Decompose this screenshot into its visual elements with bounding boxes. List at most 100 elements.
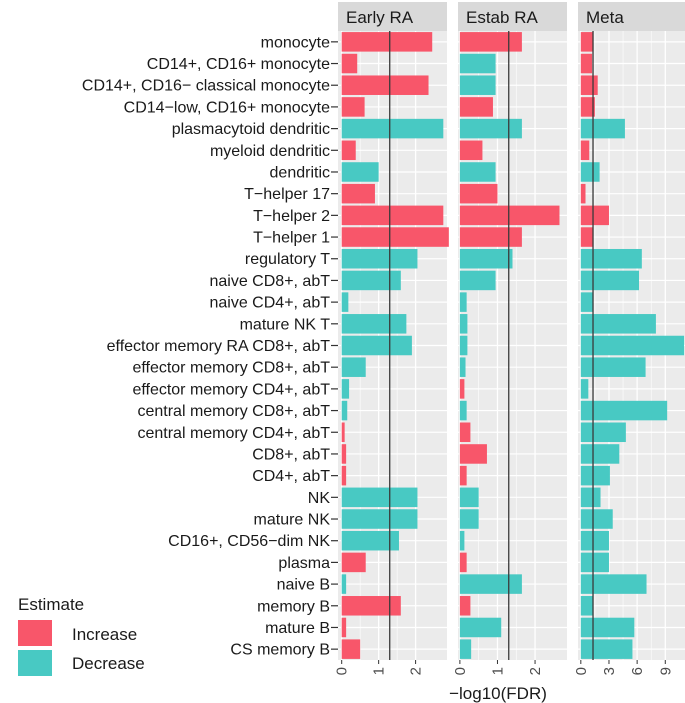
x-tick-label: 0	[334, 667, 351, 675]
legend-label-decrease: Decrease	[72, 654, 145, 673]
bar-early-ra-t-helper-2	[341, 205, 444, 226]
bar-estab-ra-monocyte	[459, 32, 522, 52]
bar-meta-cd14-cd16-monocyte	[580, 53, 593, 74]
bar-early-ra-memory-b	[341, 596, 401, 616]
bar-meta-monocyte	[580, 32, 594, 52]
bar-meta-nk	[580, 487, 601, 508]
y-tick-label: CS memory B	[230, 642, 330, 659]
y-tick-label: mature NK	[254, 512, 331, 529]
y-tick-label: NK	[308, 490, 331, 507]
bar-meta-t-helper-1	[580, 227, 594, 247]
bar-early-ra-dendritic	[341, 162, 379, 182]
bar-estab-ra-myeloid-dendritic	[459, 140, 483, 161]
y-tick-label: naive CD8+, abT	[209, 273, 330, 290]
y-tick-label: CD14−low, CD16+ monocyte	[124, 99, 330, 116]
x-tick-label: 1	[371, 667, 388, 675]
bar-estab-ra-mature-nk	[459, 509, 479, 529]
bar-estab-ra-regulatory-t	[459, 248, 513, 269]
bar-meta-central-memory-cd4-abt	[580, 422, 626, 443]
y-tick-label: plasmacytoid dendritic	[172, 121, 330, 138]
panel-strip	[578, 2, 685, 31]
bar-early-ra-cd14-cd16-monocyte	[341, 53, 358, 74]
bar-meta-memory-b	[580, 596, 594, 616]
panels-layer: Early RA 0 1 2 Estab RA 0 1 2 Meta 0 3 6 9	[334, 2, 685, 675]
bar-early-ra-mature-nk	[341, 509, 418, 529]
bar-estab-ra-naive-b	[459, 574, 522, 594]
bar-meta-effector-memory-ra-cd8-abt	[580, 335, 685, 356]
y-tick-label: central memory CD4+, abT	[137, 425, 330, 442]
bar-estab-ra-plasma	[459, 552, 467, 573]
bar-estab-ra-naive-cd4-abt	[459, 292, 467, 312]
bar-estab-ra-cd8-abt	[459, 444, 487, 464]
bar-early-ra-mature-nk-t	[341, 314, 407, 334]
y-tick-label: central memory CD8+, abT	[137, 403, 330, 420]
bar-meta-effector-memory-cd8-abt	[580, 357, 646, 377]
y-tick-label: naive B	[277, 577, 330, 594]
y-axis-labels: monocyte CD14+, CD16+ monocyte CD14+, CD16…	[82, 34, 338, 659]
bar-estab-ra-central-memory-cd8-abt	[459, 400, 467, 421]
x-tick-label: 0	[452, 667, 469, 675]
bar-meta-cd16-cd56-dim-nk	[580, 530, 609, 551]
bar-estab-ra-central-memory-cd4-abt	[459, 422, 471, 443]
bar-meta-effector-memory-cd4-abt	[580, 379, 589, 399]
bar-early-ra-monocyte	[341, 32, 433, 52]
y-tick-label: T−helper 2	[253, 208, 330, 225]
bar-estab-ra-t-helper-1	[459, 227, 522, 247]
bar-estab-ra-t-helper-17	[459, 183, 498, 204]
bar-meta-plasma	[580, 552, 609, 573]
bar-estab-ra-nk	[459, 487, 479, 508]
bar-early-ra-cd8-abt	[341, 444, 347, 464]
y-tick-label: effector memory CD8+, abT	[132, 360, 330, 377]
bar-estab-ra-effector-memory-cd4-abt	[459, 379, 465, 399]
bar-early-ra-cd14-cd16-classical-monocyte	[341, 75, 429, 95]
bar-estab-ra-cd16-cd56-dim-nk	[459, 530, 465, 551]
bar-estab-ra-naive-cd8-abt	[459, 270, 496, 291]
bar-meta-mature-nk-t	[580, 314, 656, 334]
bar-early-ra-plasma	[341, 552, 366, 573]
panel-strip	[458, 2, 567, 31]
bar-meta-plasmacytoid-dendritic	[580, 118, 625, 139]
bar-early-ra-naive-cd4-abt	[341, 292, 349, 312]
y-tick-label: naive CD4+, abT	[209, 295, 330, 312]
y-tick-label: CD14+, CD16+ monocyte	[147, 56, 330, 73]
y-tick-label: mature NK T	[240, 316, 331, 333]
x-tick-label: 2	[408, 667, 425, 675]
bar-early-ra-nk	[341, 487, 418, 508]
x-tick-label: 9	[657, 667, 674, 675]
bar-early-ra-effector-memory-cd4-abt	[341, 379, 350, 399]
bar-meta-naive-cd4-abt	[580, 292, 594, 312]
y-tick-label: T−helper 1	[253, 230, 330, 247]
bar-estab-ra-mature-nk-t	[459, 314, 468, 334]
bar-early-ra-effector-memory-cd8-abt	[341, 357, 366, 377]
legend-swatch-increase	[18, 620, 52, 646]
bar-estab-ra-effector-memory-cd8-abt	[459, 357, 466, 377]
x-tick-label: 1	[489, 667, 506, 675]
panel-estab-ra: Estab RA 0 1 2	[452, 2, 567, 675]
bar-early-ra-myeloid-dendritic	[341, 140, 356, 161]
y-tick-label: effector memory CD4+, abT	[132, 381, 330, 398]
y-tick-label: effector memory RA CD8+, abT	[107, 338, 331, 355]
y-tick-label: plasma	[278, 555, 330, 572]
x-tick-label: 0	[573, 667, 590, 675]
panel-meta: Meta 0 3 6 9	[573, 2, 685, 675]
bar-early-ra-naive-b	[341, 574, 347, 594]
legend-label-increase: Increase	[72, 625, 137, 644]
bar-meta-t-helper-17	[580, 183, 586, 204]
bar-estab-ra-effector-memory-ra-cd8-abt	[459, 335, 468, 356]
y-tick-label: regulatory T	[245, 251, 330, 268]
panel-title: Early RA	[346, 8, 414, 27]
panel-title: Estab RA	[466, 8, 538, 27]
x-tick-label: 3	[601, 667, 618, 675]
bar-early-ra-cd14-low-cd16-monocyte	[341, 97, 365, 117]
bar-early-ra-effector-memory-ra-cd8-abt	[341, 335, 412, 356]
bar-meta-cd8-abt	[580, 444, 620, 464]
bar-meta-t-helper-2	[580, 205, 609, 226]
bar-meta-central-memory-cd8-abt	[580, 400, 668, 421]
bar-early-ra-t-helper-1	[341, 227, 449, 247]
bar-estab-ra-cd14-cd16-monocyte	[459, 53, 496, 74]
y-tick-label: mature B	[265, 620, 330, 637]
bar-early-ra-cd16-cd56-dim-nk	[341, 530, 399, 551]
bar-meta-cd14-cd16-classical-monocyte	[580, 75, 598, 95]
bar-estab-ra-cd14-low-cd16-monocyte	[459, 97, 493, 117]
